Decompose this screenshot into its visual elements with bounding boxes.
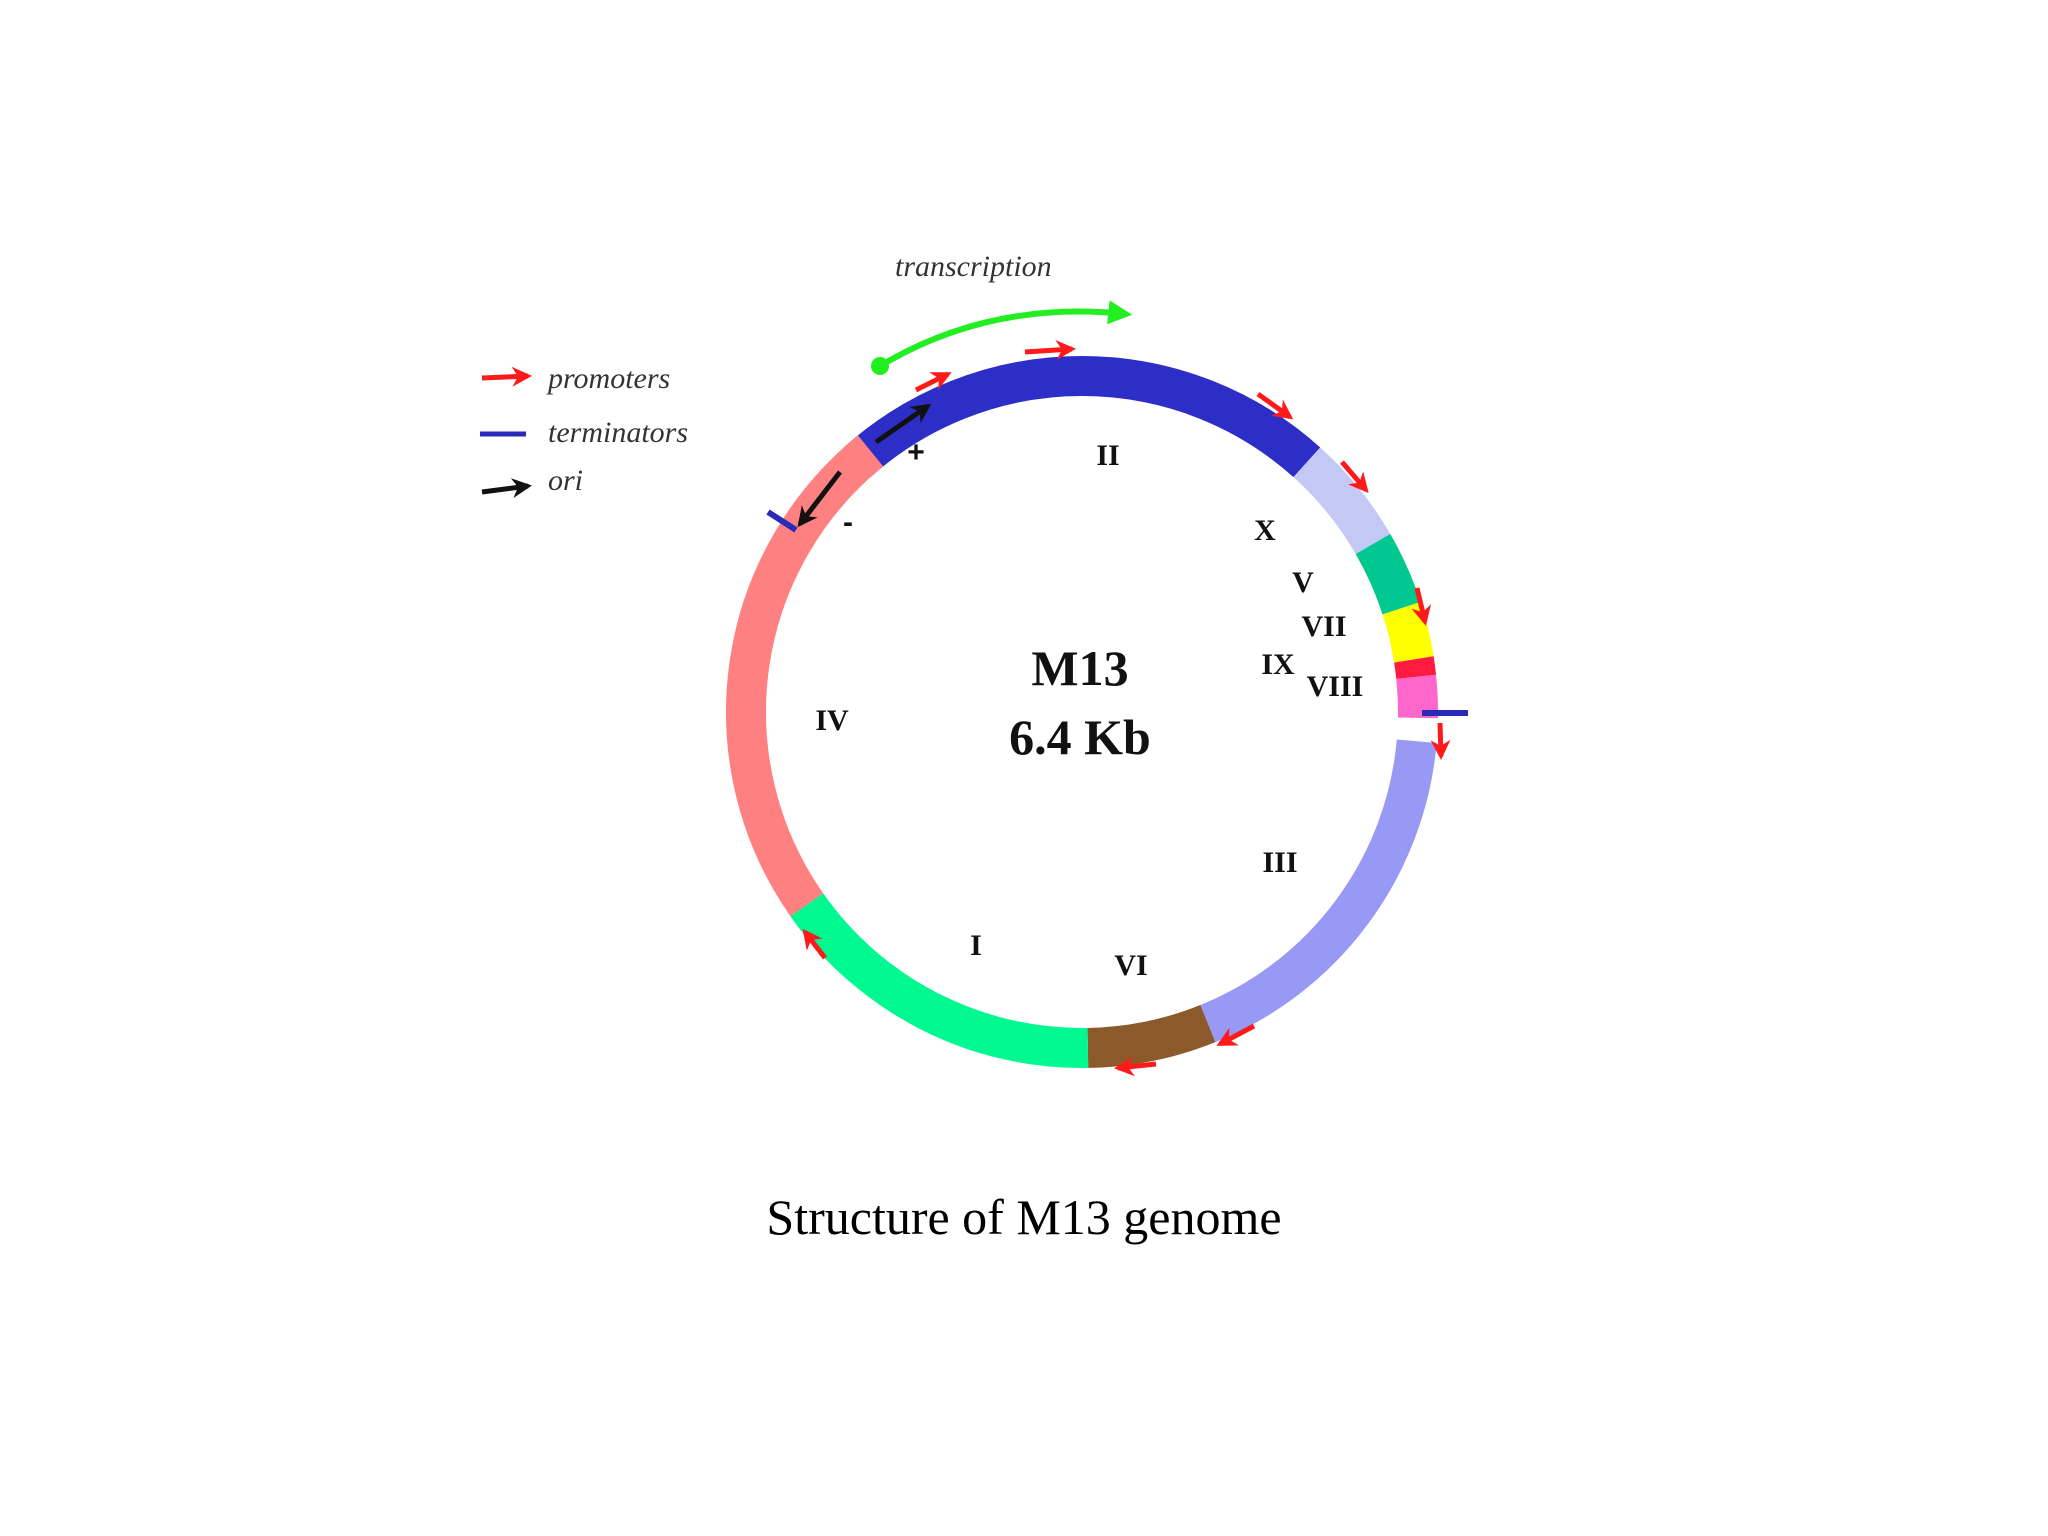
gene-segment-IX	[1394, 656, 1437, 680]
legend-label-ori: ori	[548, 464, 583, 497]
gene-label-IV: IV	[815, 704, 849, 737]
promoter-arrow	[1024, 340, 1076, 360]
ori-minus-arrow	[797, 470, 842, 528]
gene-label-V: V	[1292, 566, 1314, 599]
promoter-arrow	[1411, 587, 1432, 626]
gene-segment-X	[1293, 447, 1391, 555]
genome-name: M13	[1031, 640, 1128, 696]
legend: promoters terminators ori	[480, 362, 688, 498]
legend-label-terminators: terminators	[548, 416, 688, 449]
promoter-arrow	[1216, 1023, 1256, 1047]
transcription-label: transcription	[895, 250, 1052, 283]
transcription-arrow: transcription	[871, 250, 1133, 375]
promoters	[802, 340, 1451, 1077]
strand-plus-label: +	[907, 436, 925, 469]
legend-item-promoters: promoters	[481, 362, 670, 395]
gene-labels: II X V VII IX VIII III VI I IV	[815, 439, 1363, 982]
gene-label-I: I	[970, 929, 982, 962]
gene-segment-III	[1200, 739, 1437, 1043]
promoter-arrow	[1114, 1056, 1157, 1077]
promoter-arrow-icon	[481, 366, 532, 387]
transcription-curve	[878, 300, 1133, 369]
figure-caption: Structure of M13 genome	[766, 1189, 1282, 1245]
ori-arrow-icon	[481, 478, 532, 498]
gene-segment-V	[1355, 534, 1421, 615]
promoter-arrow	[1430, 722, 1451, 760]
legend-item-terminators: terminators	[480, 416, 688, 449]
promoter-arrow	[1340, 460, 1369, 494]
gene-label-II: II	[1096, 439, 1119, 472]
legend-label-promoters: promoters	[546, 362, 670, 395]
ori-plus-arrow	[874, 403, 932, 445]
transcription-start-dot	[871, 357, 889, 375]
origin-markers: + -	[797, 403, 932, 539]
terminators	[766, 509, 1468, 716]
gene-segment-VII	[1382, 601, 1434, 663]
gene-label-VI: VI	[1114, 949, 1147, 982]
terminator-mark-1	[766, 509, 798, 533]
gene-label-X: X	[1254, 514, 1276, 547]
promoter-arrow	[802, 928, 827, 960]
gene-label-VII: VII	[1301, 610, 1346, 643]
gene-label-IX: IX	[1261, 648, 1295, 681]
gene-segment-I	[790, 893, 1089, 1068]
gene-segment-VI	[1087, 1004, 1216, 1068]
promoter-arrow	[914, 371, 952, 393]
gene-label-VIII: VIII	[1307, 670, 1364, 703]
gene-segment-VIII	[1396, 674, 1438, 719]
promoter-arrow	[1256, 391, 1294, 420]
legend-item-ori: ori	[481, 464, 583, 498]
gene-label-III: III	[1262, 846, 1297, 879]
genome-size: 6.4 Kb	[1009, 709, 1151, 765]
strand-minus-label: -	[843, 506, 853, 539]
